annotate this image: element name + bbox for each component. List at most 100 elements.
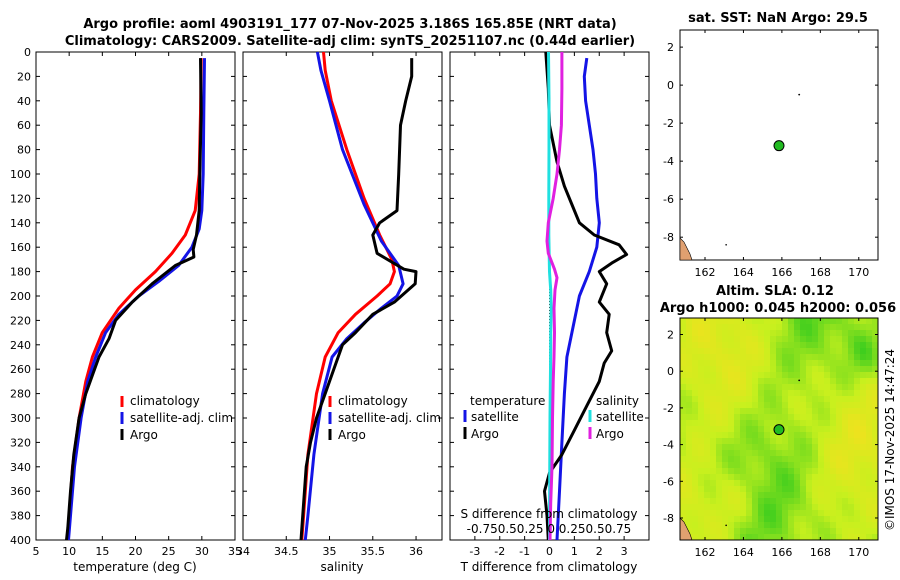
sla-cell	[752, 348, 759, 355]
main-title-line2: Climatology: CARS2009. Satellite-adj cli…	[65, 34, 635, 49]
sla-cell	[800, 468, 807, 475]
sla-cell	[806, 360, 813, 367]
sla-cell	[842, 534, 849, 540]
sla-cell	[806, 516, 813, 523]
sla-cell	[788, 396, 795, 403]
sla-map-subtitle: Argo h1000: 0.045 h2000: 0.056	[660, 301, 896, 316]
sla-cell	[836, 336, 843, 343]
sla-cell	[824, 408, 831, 415]
sla-cell	[776, 390, 783, 397]
sla-heatmap	[680, 318, 878, 540]
sla-cell	[812, 426, 819, 433]
sla-cell	[794, 348, 801, 355]
difference-xtick-label: 2	[596, 545, 603, 558]
sla-cell	[824, 486, 831, 493]
sla-cell	[734, 528, 741, 535]
depth-tick-label: 20	[17, 70, 31, 83]
legend-temperature-header: temperature	[470, 394, 545, 408]
sla-cell	[818, 432, 825, 439]
sla-cell	[848, 348, 855, 355]
sla-cell	[758, 456, 765, 463]
sla-cell	[854, 498, 861, 505]
sla-cell	[746, 456, 753, 463]
sla-cell	[698, 414, 705, 421]
map-ytick-label: 2	[667, 41, 674, 54]
sla-cell	[734, 354, 741, 361]
sla-cell	[692, 372, 699, 379]
sla-cell	[788, 456, 795, 463]
sla-cell	[770, 348, 777, 355]
sla-cell	[824, 330, 831, 337]
sla-cell	[746, 468, 753, 475]
sla-cell	[770, 450, 777, 457]
sla-cell	[686, 480, 693, 487]
sla-cell	[806, 384, 813, 391]
sla-cell	[872, 402, 878, 409]
sla-cell	[692, 480, 699, 487]
depth-tick-label: 0	[24, 46, 31, 59]
difference-secondary-xlabel: S difference from climatology	[461, 507, 638, 521]
sla-cell	[866, 342, 873, 349]
sla-cell	[812, 480, 819, 487]
sla-cell	[734, 534, 741, 540]
sla-cell	[764, 330, 771, 337]
sla-cell	[818, 516, 825, 523]
sla-cell	[776, 528, 783, 535]
sla-cell	[740, 444, 747, 451]
sla-cell	[860, 384, 867, 391]
sla-cell	[692, 456, 699, 463]
sla-cell	[812, 474, 819, 481]
sla-cell	[680, 498, 687, 505]
sla-cell	[860, 504, 867, 511]
sla-cell	[830, 330, 837, 337]
sla-cell	[764, 450, 771, 457]
sla-cell	[842, 438, 849, 445]
sla-cell	[716, 474, 723, 481]
sla-cell	[698, 450, 705, 457]
sla-cell	[836, 360, 843, 367]
sla-cell	[764, 480, 771, 487]
sla-cell	[812, 318, 819, 325]
sla-cell	[704, 390, 711, 397]
sla-cell	[842, 354, 849, 361]
sla-cell	[830, 378, 837, 385]
sla-cell	[716, 522, 723, 529]
series-temperature-argo-line	[543, 51, 629, 541]
sla-cell	[788, 462, 795, 469]
sla-cell	[812, 408, 819, 415]
sla-cell	[854, 414, 861, 421]
sla-cell	[752, 342, 759, 349]
sla-cell	[842, 414, 849, 421]
sla-cell	[854, 504, 861, 511]
sla-cell	[794, 522, 801, 529]
sla-cell	[728, 354, 735, 361]
sla-cell	[698, 468, 705, 475]
sla-cell	[734, 330, 741, 337]
sla-cell	[764, 492, 771, 499]
sla-cell	[770, 420, 777, 427]
sla-cell	[854, 510, 861, 517]
sla-cell	[704, 414, 711, 421]
sla-cell	[788, 330, 795, 337]
sla-cell	[680, 318, 687, 325]
sla-cell	[776, 318, 783, 325]
sla-cell	[770, 486, 777, 493]
sla-cell	[728, 390, 735, 397]
sla-cell	[872, 462, 878, 469]
sla-cell	[854, 462, 861, 469]
sla-cell	[740, 462, 747, 469]
sla-cell	[836, 426, 843, 433]
sla-cell	[842, 396, 849, 403]
sla-cell	[722, 348, 729, 355]
sla-cell	[740, 348, 747, 355]
sla-cell	[752, 432, 759, 439]
sla-cell	[818, 456, 825, 463]
difference-secondary-ticklabels: -0.750.50.25 0 0.250.50.75	[467, 522, 632, 536]
sla-cell	[680, 468, 687, 475]
sla-cell	[812, 504, 819, 511]
depth-tick-label: 180	[10, 266, 31, 279]
sla-cell	[722, 534, 729, 540]
sla-cell	[836, 402, 843, 409]
sla-cell	[824, 504, 831, 511]
sla-cell	[764, 378, 771, 385]
